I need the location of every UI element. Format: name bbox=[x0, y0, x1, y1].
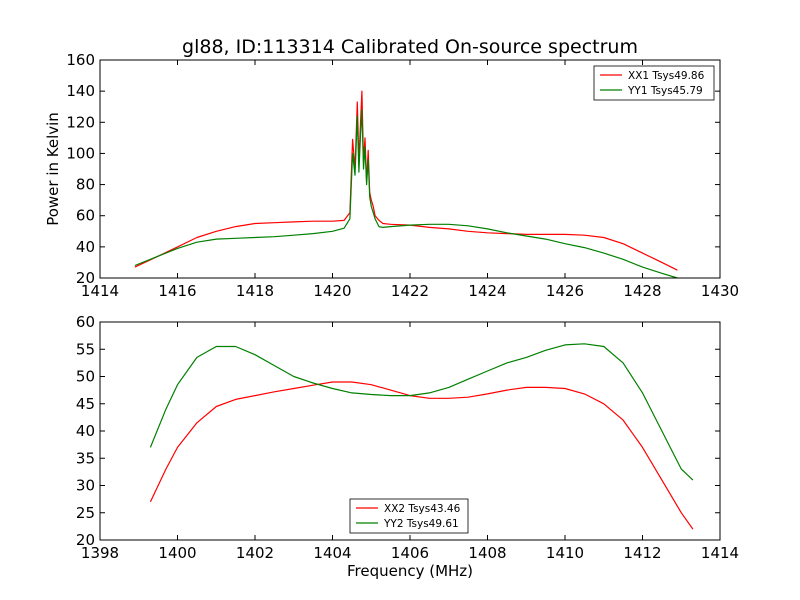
x-tick-label: 1426 bbox=[546, 282, 584, 300]
y-tick-label: 55 bbox=[76, 340, 95, 358]
x-tick-label: 1410 bbox=[546, 544, 584, 562]
x-tick-label: 1414 bbox=[81, 282, 119, 300]
x-tick-label: 1414 bbox=[701, 544, 739, 562]
x-tick-label: 1428 bbox=[623, 282, 661, 300]
x-tick-label: 1400 bbox=[158, 544, 196, 562]
legend-1: XX1 Tsys49.86 YY1 Tsys45.79 bbox=[593, 65, 715, 101]
x-tick-label: 1416 bbox=[158, 282, 196, 300]
y-tick-label: 60 bbox=[76, 313, 95, 331]
y-tick-label: 40 bbox=[76, 422, 95, 440]
y-tick-label: 35 bbox=[76, 449, 95, 467]
legend-box bbox=[593, 65, 715, 101]
y-tick-label: 40 bbox=[76, 238, 95, 256]
plots-container: 1414 1416 1418 1420 1422 1424 1426 1428 1430 20 40… bbox=[66, 51, 739, 562]
y-tick-label: 50 bbox=[76, 368, 95, 386]
legend-2: XX2 Tsys43.46 YY2 Tsys49.61 bbox=[349, 498, 469, 534]
x-tick-label: 1422 bbox=[391, 282, 429, 300]
series-line-1-2 bbox=[134, 109, 678, 279]
chart-title: gl88, ID:113314 Calibrated On-source spe… bbox=[182, 36, 638, 58]
series-line-1-1 bbox=[134, 90, 678, 271]
y-tick-label: 80 bbox=[76, 176, 95, 194]
plot-panel-1: 1414 1416 1418 1420 1422 1424 1426 1428 1430 20 40… bbox=[66, 51, 739, 300]
x-tick-label: 1398 bbox=[81, 544, 119, 562]
legend-box bbox=[349, 498, 469, 534]
plot-panel-2: 1398 1400 1402 1404 1406 1408 1410 1412 1414 20 25… bbox=[76, 313, 739, 562]
x-tick-label: 1402 bbox=[236, 544, 274, 562]
x-tick-label: 1406 bbox=[391, 544, 429, 562]
y-tick-label: 120 bbox=[66, 113, 95, 131]
y-tick-label: 160 bbox=[66, 51, 95, 69]
y-tick-label: 20 bbox=[76, 269, 95, 287]
y-tick-label: 100 bbox=[66, 144, 95, 162]
x-tick-label: 1404 bbox=[313, 544, 351, 562]
y-tick-label: 20 bbox=[76, 531, 95, 549]
x-tick-label: 1424 bbox=[468, 282, 506, 300]
x-tick-label: 1420 bbox=[313, 282, 351, 300]
y-tick-label: 45 bbox=[76, 395, 95, 413]
y-tick-label: 25 bbox=[76, 504, 95, 522]
legend-entry: YY2 Tsys49.61 bbox=[383, 518, 459, 530]
x-tick-label: 1412 bbox=[623, 544, 661, 562]
series-line-2-2 bbox=[149, 343, 694, 481]
x-tick-label: 1430 bbox=[701, 282, 739, 300]
y-tick-label: 140 bbox=[66, 82, 95, 100]
x-tick-label: 1418 bbox=[236, 282, 274, 300]
x-tick-label: 1408 bbox=[468, 544, 506, 562]
y-axis-label: Power in Kelvin bbox=[44, 112, 62, 226]
y-tick-label: 30 bbox=[76, 477, 95, 495]
legend-entry: XX2 Tsys43.46 bbox=[384, 503, 461, 515]
y-tick-label: 60 bbox=[76, 207, 95, 225]
series-line-2-1 bbox=[149, 381, 694, 530]
legend-entry: XX1 Tsys49.86 bbox=[628, 70, 705, 82]
legend-entry: YY1 Tsys45.79 bbox=[627, 85, 703, 97]
x-axis-label: Frequency (MHz) bbox=[347, 562, 473, 580]
